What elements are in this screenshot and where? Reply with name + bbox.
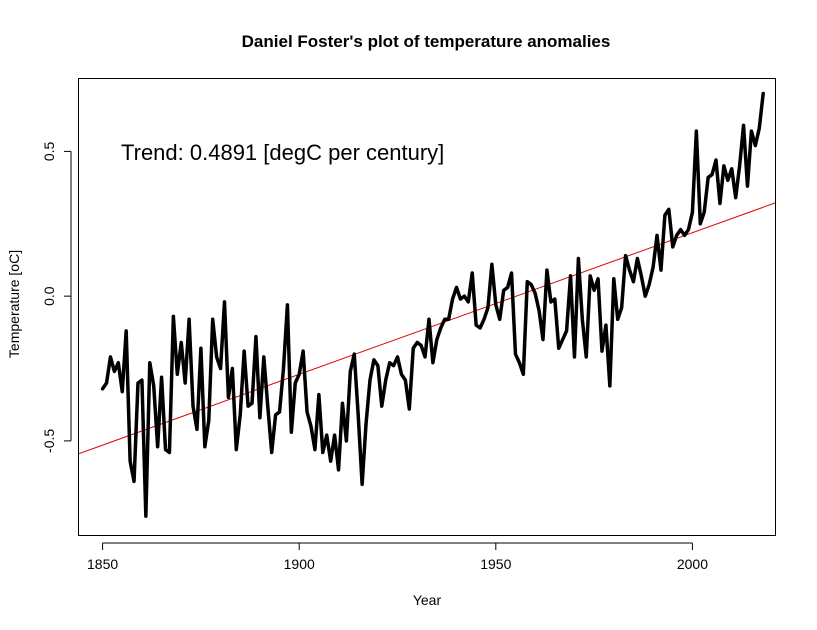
trend-annotation: Trend: 0.4891 [degC per century] [121, 140, 444, 165]
plot-frame [78, 78, 776, 536]
x-axis: 1850 1900 1950 2000 [87, 542, 708, 572]
x-tick-label: 1900 [284, 556, 315, 572]
x-axis-label: Year [413, 592, 442, 608]
series-line-0 [100, 91, 765, 518]
y-tick-label: -0.5 [41, 429, 57, 453]
x-tick-label: 2000 [677, 556, 708, 572]
y-tick-label: 0.0 [41, 286, 57, 306]
x-tick-label: 1950 [480, 556, 511, 572]
y-axis-label: Temperature [oC] [6, 250, 22, 358]
y-axis: -0.5 0.0 0.5 [41, 141, 72, 453]
x-tick-label: 1850 [87, 556, 118, 572]
chart-title: Daniel Foster's plot of temperature anom… [242, 32, 611, 51]
plot-area [79, 91, 775, 518]
y-tick-label: 0.5 [41, 141, 57, 161]
